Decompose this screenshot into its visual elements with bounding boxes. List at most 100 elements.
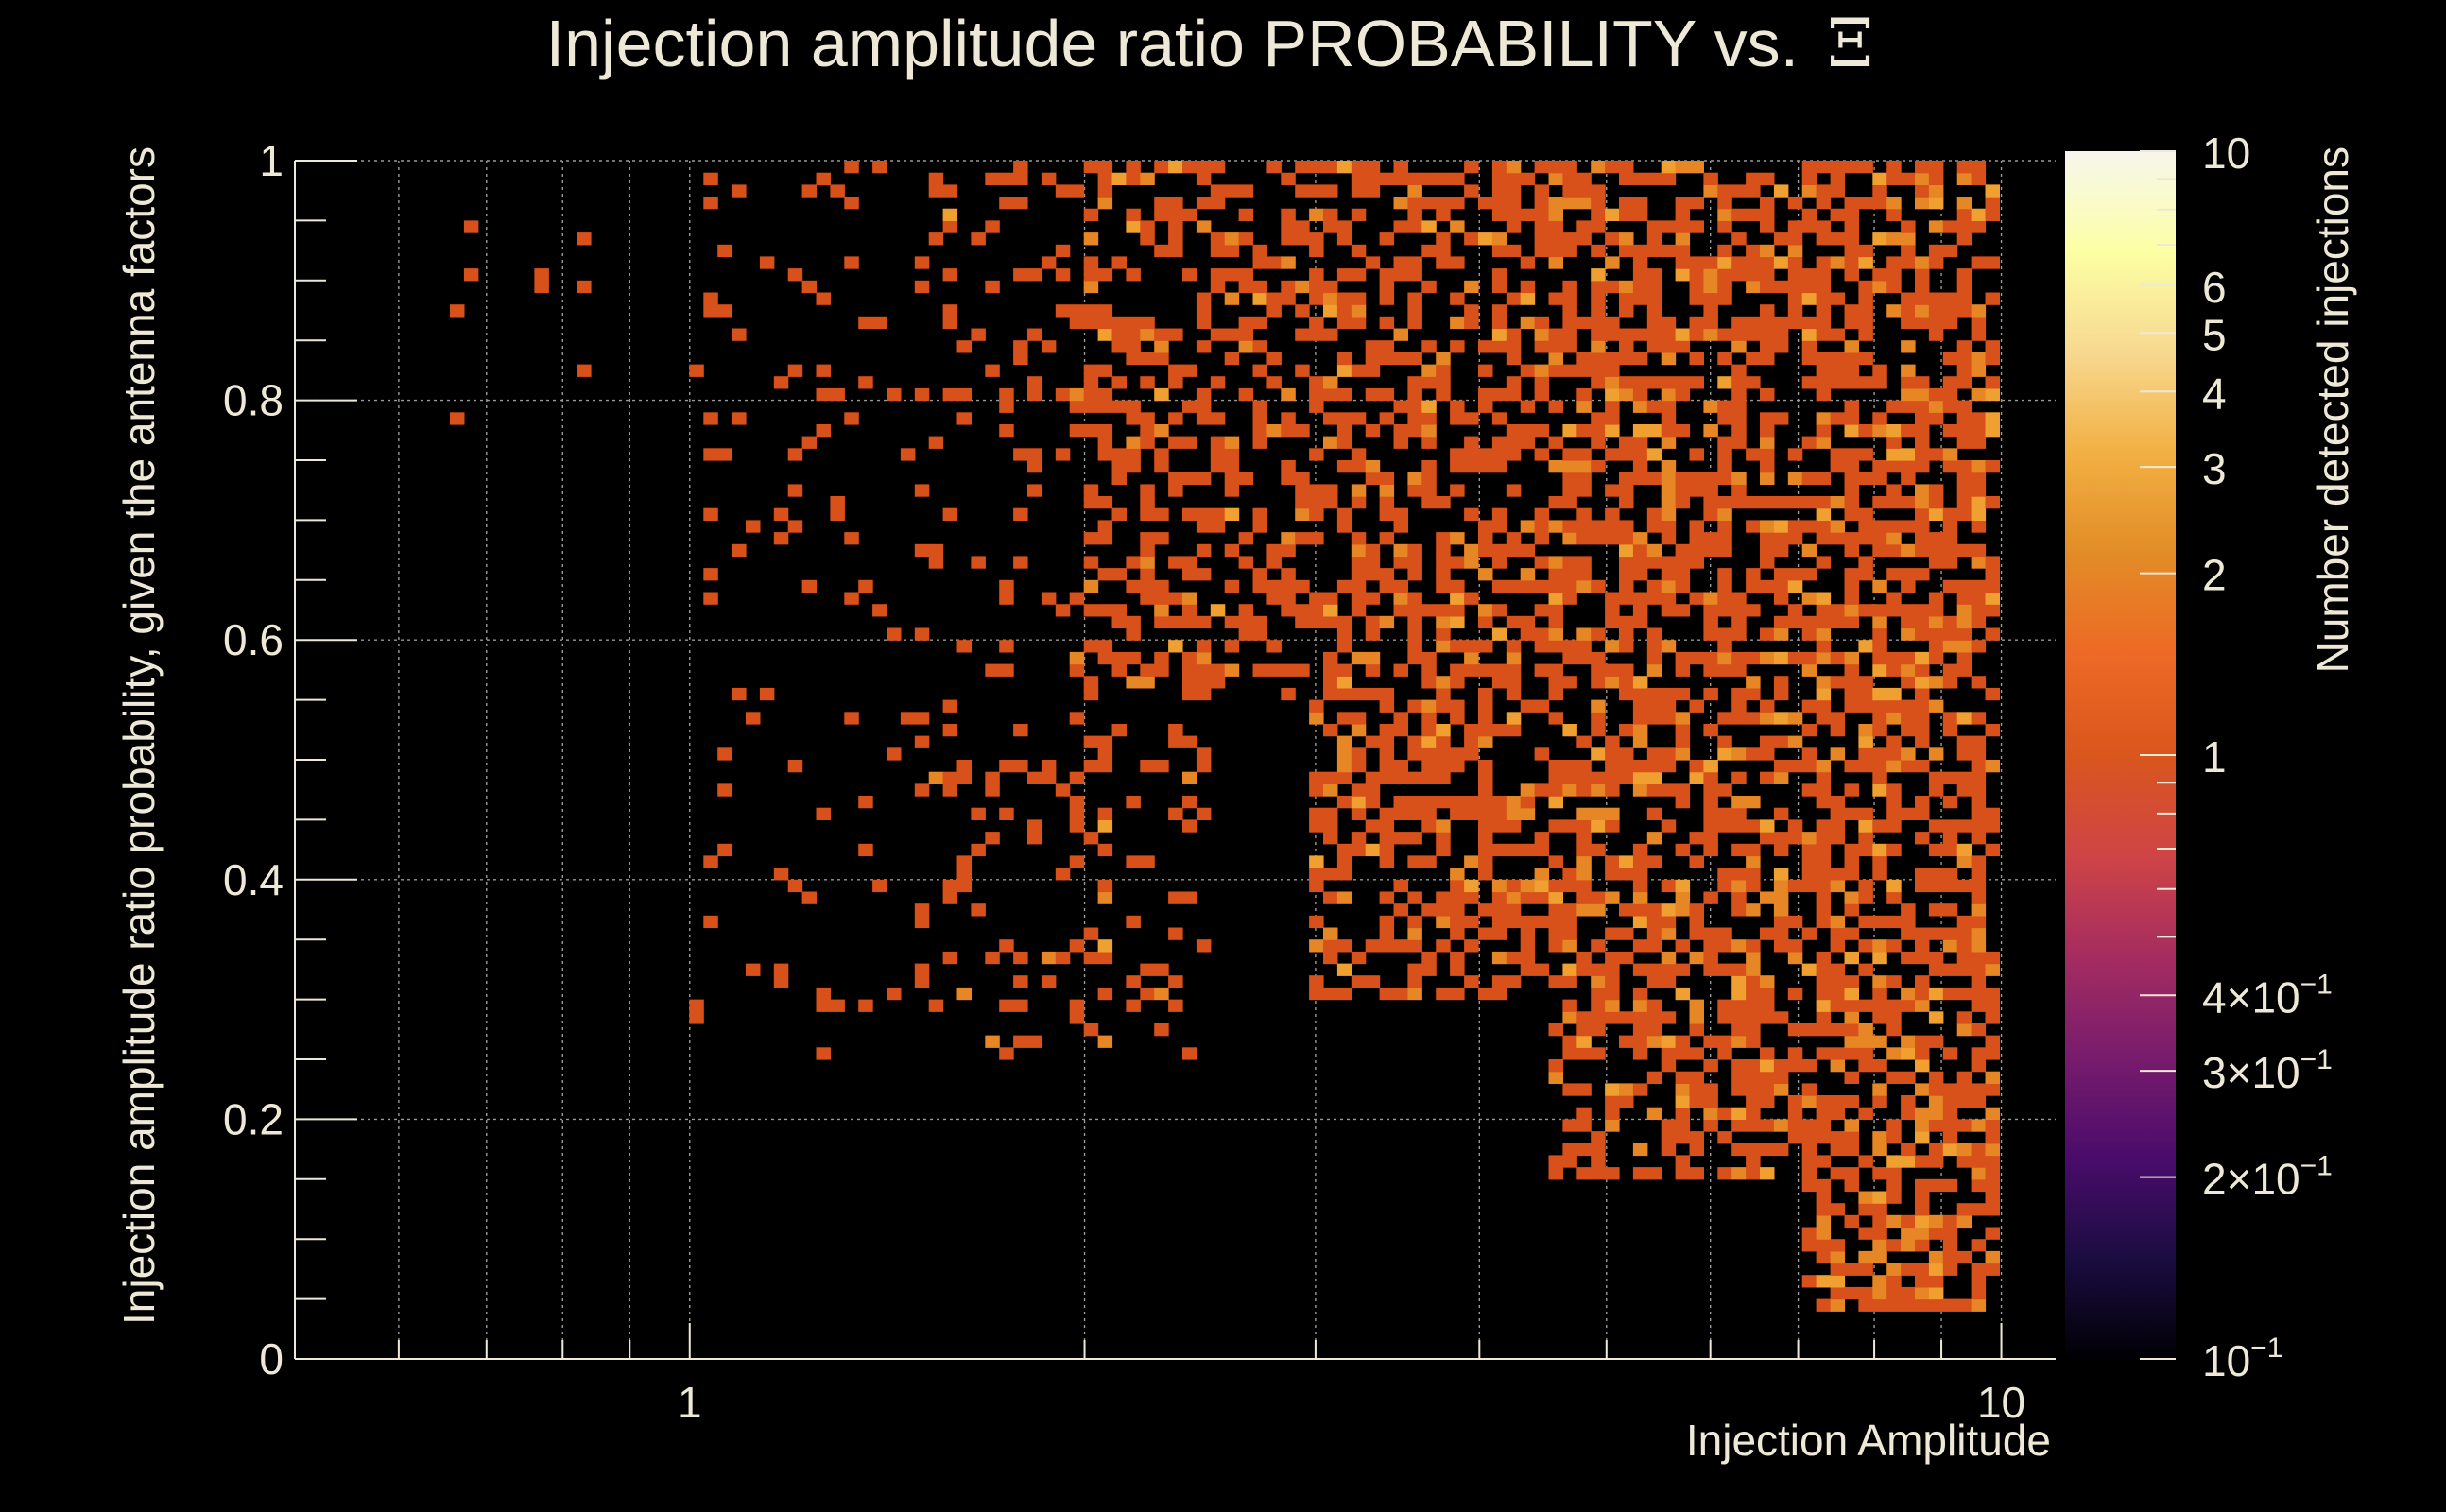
heatmap-cell (1787, 1107, 1803, 1120)
heatmap-cell (1576, 627, 1592, 641)
heatmap-cell (1619, 747, 1634, 761)
heatmap-cell (1605, 807, 1620, 820)
heatmap-cell (1576, 832, 1592, 845)
heatmap-cell (1562, 1011, 1577, 1024)
heatmap-cell (1816, 507, 1832, 521)
heatmap-cell (1689, 520, 1704, 533)
heatmap-cell (1661, 387, 1677, 402)
heatmap-cell (1548, 687, 1563, 701)
heatmap-cell (1097, 879, 1113, 893)
heatmap-cell (1266, 592, 1282, 605)
heatmap-cell (1717, 1035, 1732, 1048)
heatmap-cell (703, 855, 718, 868)
heatmap-cell (1491, 208, 1507, 221)
heatmap-cell (914, 712, 930, 725)
heatmap-cell (1787, 292, 1803, 305)
heatmap-cell (1336, 735, 1352, 748)
heatmap-cell (1097, 651, 1113, 665)
heatmap-cell (1097, 939, 1113, 953)
heatmap-cell (1605, 951, 1620, 965)
heatmap-cell (1661, 699, 1677, 713)
heatmap-cell (1675, 496, 1691, 509)
heatmap-cell (1450, 807, 1465, 820)
heatmap-cell (1717, 963, 1732, 976)
heatmap-cell (1872, 197, 1887, 210)
heatmap-cell (1731, 963, 1747, 976)
heatmap-cell (1534, 520, 1550, 533)
heatmap-cell (1646, 975, 1662, 988)
heatmap-cell (1323, 184, 1338, 198)
heatmap-cell (1562, 496, 1577, 509)
heatmap-cell (1985, 1167, 2000, 1180)
heatmap-cell (985, 1035, 1000, 1048)
heatmap-cell (1393, 161, 1408, 174)
heatmap-cell (1928, 292, 1944, 305)
heatmap-cell (1478, 232, 1493, 246)
heatmap-cell (1901, 903, 1916, 917)
heatmap-cell (1928, 244, 1944, 258)
heatmap-cell (1478, 843, 1493, 857)
heatmap-cell (1436, 208, 1451, 221)
heatmap-cell (1281, 687, 1296, 701)
heatmap-cell (1915, 460, 1930, 473)
heatmap-cell (1407, 412, 1422, 425)
heatmap-cell (1632, 197, 1648, 210)
heatmap-cell (1393, 604, 1408, 617)
heatmap-cell (1336, 747, 1352, 761)
heatmap-cell (1111, 507, 1127, 521)
heatmap-cell (1407, 807, 1422, 820)
heatmap-cell (1661, 484, 1677, 497)
heatmap-cell (1520, 891, 1536, 904)
heatmap-cell (1942, 424, 1958, 438)
heatmap-cell (1534, 161, 1550, 174)
heatmap-cell (1605, 1095, 1620, 1108)
heatmap-cell (1562, 879, 1577, 893)
heatmap-cell (1801, 220, 1817, 233)
heatmap-cell (1562, 903, 1577, 917)
heatmap-cell (1773, 1083, 1789, 1096)
heatmap-cell (1464, 891, 1479, 904)
heatmap-cell (1915, 615, 1930, 629)
heatmap-cell (1956, 220, 1972, 233)
heatmap-cell (1773, 592, 1789, 605)
heatmap-cell (1773, 328, 1789, 341)
heatmap-cell (1605, 208, 1620, 221)
heatmap-cell (1971, 1167, 1987, 1180)
heatmap-cell (1154, 340, 1169, 353)
heatmap-cell (1281, 208, 1296, 221)
heatmap-cell (1436, 640, 1451, 653)
heatmap-cell (1351, 687, 1367, 701)
heatmap-cell (1901, 1095, 1916, 1108)
heatmap-cell (1731, 868, 1747, 881)
heatmap-cell (1858, 197, 1873, 210)
heatmap-cell (1478, 400, 1493, 413)
heatmap-cell (1901, 376, 1916, 389)
heatmap-cell (1801, 1227, 1817, 1240)
heatmap-cell (1591, 987, 1606, 1001)
heatmap-cell (1491, 507, 1507, 521)
heatmap-cell (1534, 328, 1550, 341)
heatmap-cell (1787, 232, 1803, 246)
heatmap-cell (1605, 448, 1620, 461)
heatmap-cell (1746, 352, 1761, 366)
heatmap-cell (1351, 484, 1367, 497)
heatmap-cell (1816, 184, 1832, 198)
heatmap-cell (1632, 592, 1648, 605)
heatmap-cell (1985, 627, 2000, 641)
heatmap-cell (1901, 387, 1916, 402)
heatmap-cell (1844, 807, 1859, 820)
heatmap-cell (1154, 663, 1169, 677)
heatmap-cell (1844, 304, 1859, 318)
heatmap-cell (463, 220, 479, 233)
heatmap-cell (1844, 1119, 1859, 1132)
heatmap-cell (1224, 640, 1240, 653)
heatmap-cell (1942, 903, 1958, 917)
heatmap-cell (1534, 891, 1550, 904)
heatmap-cell (1901, 1214, 1916, 1228)
heatmap-cell (1591, 1167, 1606, 1180)
heatmap-cell (1168, 592, 1183, 605)
heatmap-cell (1605, 256, 1620, 269)
heatmap-cell (1619, 951, 1634, 965)
heatmap-cell (1478, 364, 1493, 377)
heatmap-cell (1605, 280, 1620, 294)
